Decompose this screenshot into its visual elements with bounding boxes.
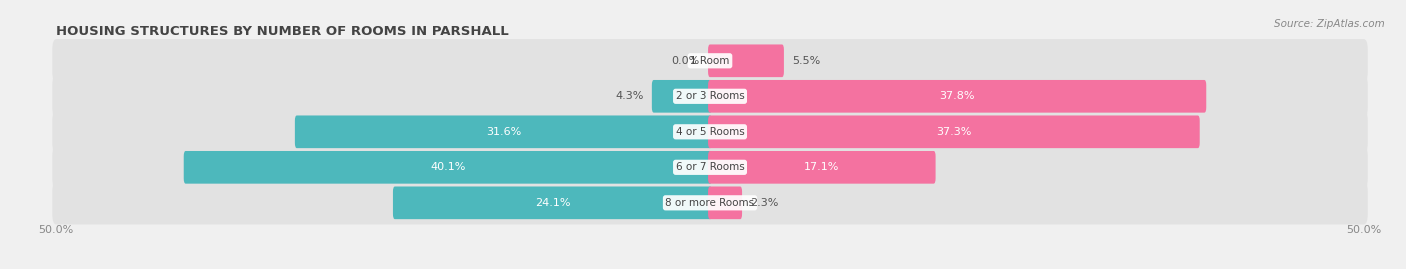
Text: 4 or 5 Rooms: 4 or 5 Rooms	[676, 127, 744, 137]
Text: 8 or more Rooms: 8 or more Rooms	[665, 198, 755, 208]
Text: 4.3%: 4.3%	[614, 91, 644, 101]
FancyBboxPatch shape	[652, 80, 711, 113]
FancyBboxPatch shape	[52, 75, 1368, 118]
FancyBboxPatch shape	[709, 115, 1199, 148]
Text: 2 or 3 Rooms: 2 or 3 Rooms	[676, 91, 744, 101]
FancyBboxPatch shape	[52, 146, 1368, 189]
Text: 6 or 7 Rooms: 6 or 7 Rooms	[676, 162, 744, 172]
Text: 37.8%: 37.8%	[939, 91, 974, 101]
Text: 17.1%: 17.1%	[804, 162, 839, 172]
FancyBboxPatch shape	[709, 151, 935, 184]
Text: 0.0%: 0.0%	[671, 56, 700, 66]
Text: 24.1%: 24.1%	[534, 198, 571, 208]
Text: 1 Room: 1 Room	[690, 56, 730, 66]
Text: HOUSING STRUCTURES BY NUMBER OF ROOMS IN PARSHALL: HOUSING STRUCTURES BY NUMBER OF ROOMS IN…	[56, 25, 509, 38]
FancyBboxPatch shape	[52, 110, 1368, 154]
Text: 5.5%: 5.5%	[793, 56, 821, 66]
FancyBboxPatch shape	[52, 39, 1368, 83]
FancyBboxPatch shape	[709, 44, 785, 77]
Text: 31.6%: 31.6%	[486, 127, 522, 137]
Text: 37.3%: 37.3%	[936, 127, 972, 137]
FancyBboxPatch shape	[52, 181, 1368, 225]
FancyBboxPatch shape	[709, 80, 1206, 113]
FancyBboxPatch shape	[295, 115, 711, 148]
Text: 2.3%: 2.3%	[751, 198, 779, 208]
FancyBboxPatch shape	[184, 151, 711, 184]
Text: Source: ZipAtlas.com: Source: ZipAtlas.com	[1274, 19, 1385, 29]
Text: 40.1%: 40.1%	[430, 162, 465, 172]
FancyBboxPatch shape	[392, 186, 711, 219]
FancyBboxPatch shape	[709, 186, 742, 219]
